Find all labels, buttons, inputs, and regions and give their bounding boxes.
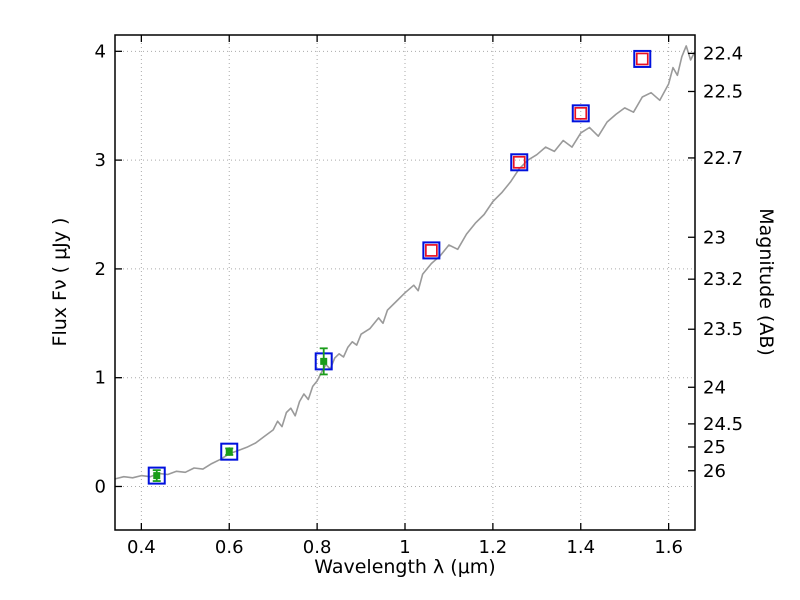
mag-tick-label: 23.5 <box>703 319 743 340</box>
x-axis-title: Wavelength λ (μm) <box>314 556 496 578</box>
mag-tick-label: 24.5 <box>703 414 743 435</box>
model-photometry-marker <box>633 49 652 68</box>
model-photometry-marker <box>510 153 529 172</box>
mag-tick-label: 22.7 <box>703 148 743 169</box>
y-tick-label: 2 <box>95 259 106 280</box>
mag-tick-label: 22.4 <box>703 43 743 64</box>
model-spectrum-line <box>115 45 695 480</box>
mag-tick-label: 24 <box>703 377 726 398</box>
model-photometry-marker <box>422 241 441 260</box>
observed-flux-marker <box>320 357 328 365</box>
x-tick-label: 0.8 <box>303 537 332 558</box>
observed-photometry-marker <box>512 155 526 169</box>
observed-photometry-marker <box>635 52 649 66</box>
mag-tick-label: 25 <box>703 437 726 458</box>
model-photometry-marker <box>147 466 166 485</box>
mag-tick-label: 23.2 <box>703 269 743 290</box>
x-tick-label: 0.4 <box>127 537 156 558</box>
model-photometry-marker <box>571 104 590 123</box>
observed-photometry-marker <box>574 106 588 120</box>
observed-flux-marker <box>153 472 161 480</box>
y-tick-label: 1 <box>95 368 106 389</box>
observed-flux-marker <box>225 448 233 456</box>
y-tick-label: 0 <box>95 476 106 497</box>
observed-photometry-marker <box>425 244 438 257</box>
x-tick-label: 1 <box>399 537 410 558</box>
model-photometry-marker <box>220 442 239 461</box>
x-tick-label: 0.6 <box>215 537 244 558</box>
y-axis-title-flux: Flux Fν ( μJy ) <box>49 217 71 347</box>
x-tick-label: 1.6 <box>654 537 683 558</box>
mag-tick-label: 26 <box>703 461 726 482</box>
mag-tick-label: 23 <box>703 227 726 248</box>
y-tick-label: 3 <box>95 150 106 171</box>
x-tick-label: 1.2 <box>479 537 508 558</box>
x-tick-label: 1.4 <box>566 537 595 558</box>
y-axis-title-magnitude: Magnitude (AB) <box>755 208 777 356</box>
mag-tick-label: 22.5 <box>703 81 743 102</box>
y-tick-label: 4 <box>95 41 106 62</box>
